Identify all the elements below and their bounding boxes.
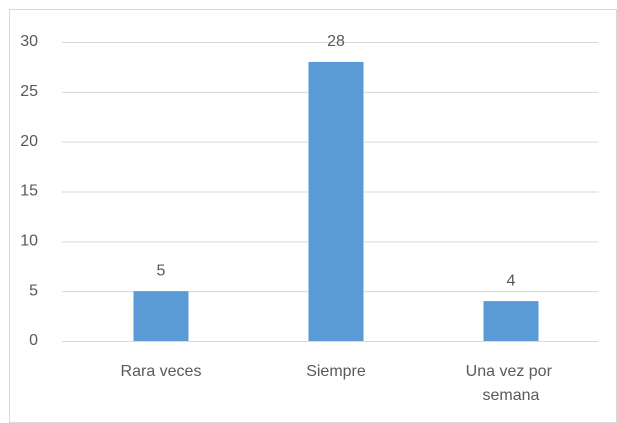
data-label: 28 [327, 33, 345, 50]
data-label: 4 [507, 272, 516, 289]
y-tick-label: 25 [20, 83, 38, 100]
y-tick-label: 10 [20, 233, 38, 250]
bar [308, 61, 364, 341]
bar [483, 301, 539, 341]
bar [133, 291, 189, 341]
y-tick-label: 0 [29, 332, 38, 349]
data-label: 5 [157, 262, 166, 279]
x-tick-label: Una vez por semana [466, 363, 557, 404]
y-tick-label: 5 [29, 282, 38, 299]
y-tick-label: 15 [20, 183, 38, 200]
x-tick-label: Siempre [306, 363, 366, 380]
y-tick-label: 20 [20, 133, 38, 150]
y-tick-label: 30 [20, 33, 38, 50]
x-tick-label: Rara veces [121, 363, 202, 380]
